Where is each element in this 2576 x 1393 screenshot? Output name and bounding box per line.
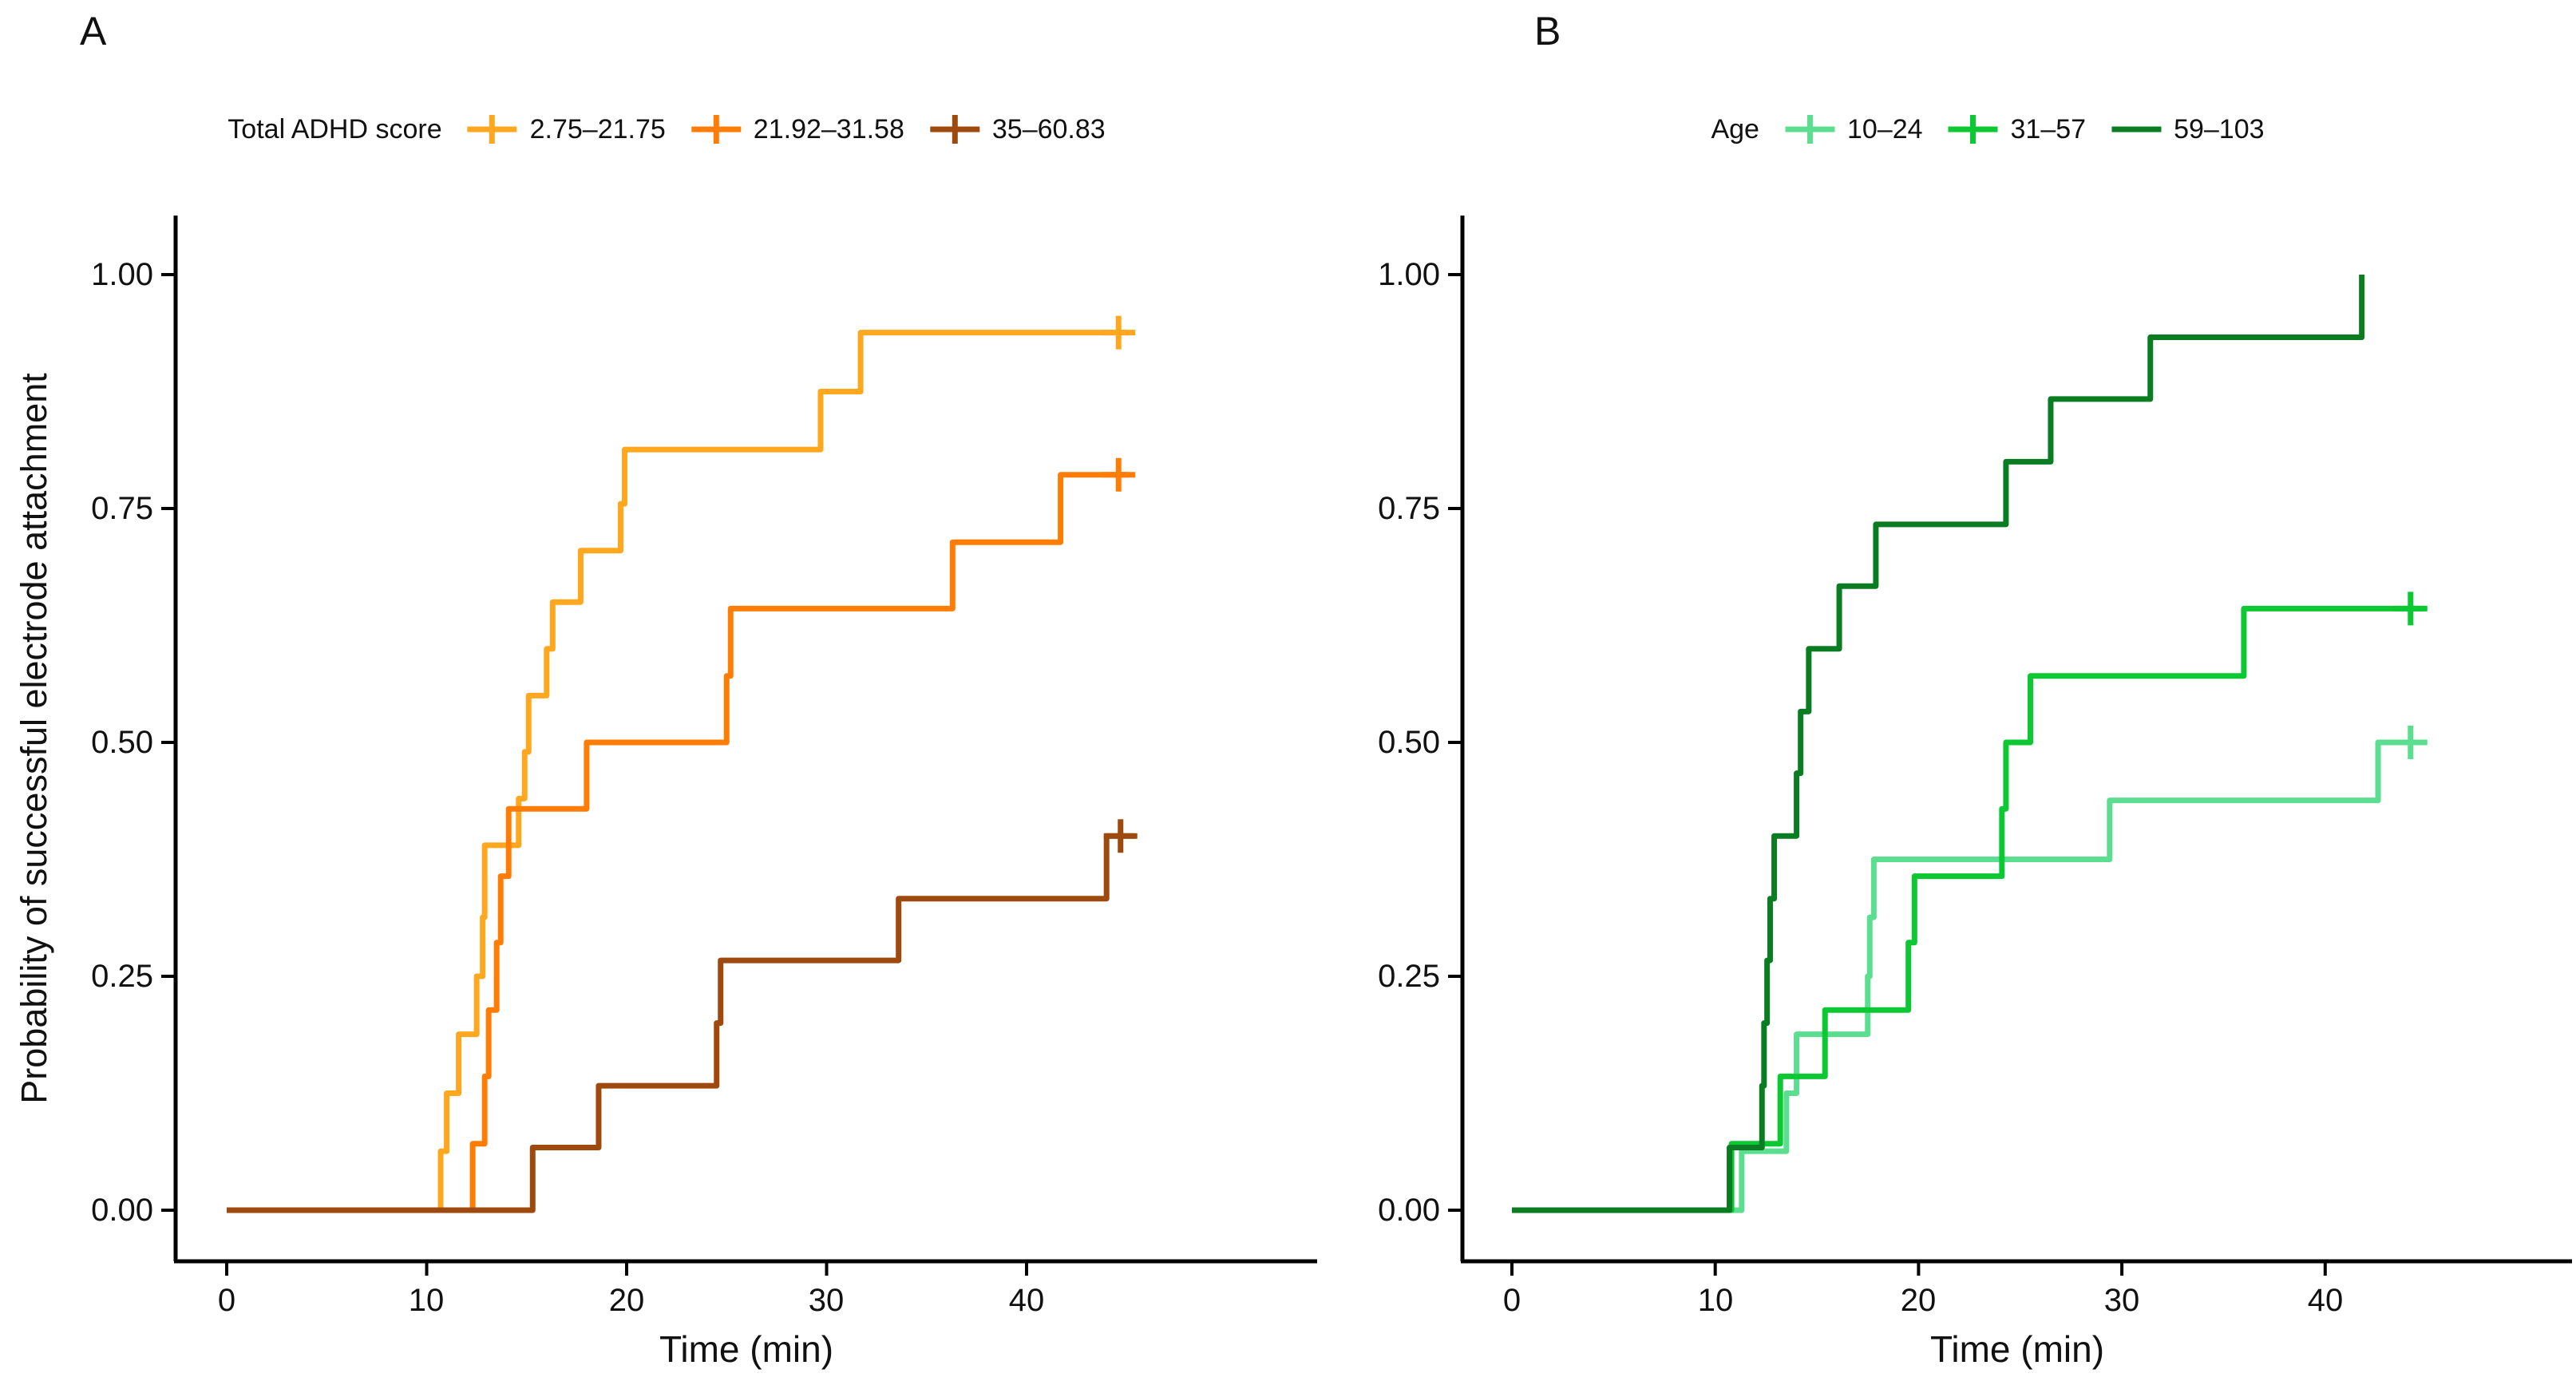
legend-key-cross-icon — [929, 115, 979, 144]
panel-label-b: B — [1534, 9, 1561, 53]
curve-b-series-0 — [1512, 739, 2425, 1213]
y-tick-label: 0.50 — [1378, 725, 1440, 760]
x-tick-label: 40 — [1008, 1283, 1045, 1318]
legend-key-cross-icon — [467, 115, 517, 144]
y-tick-label: 0.25 — [91, 959, 153, 994]
legend-label: 10–24 — [1846, 113, 1923, 144]
x-tick-label: 0 — [1502, 1283, 1521, 1318]
y-tick-label: 0.50 — [91, 725, 153, 760]
y-tick-label: 0.75 — [91, 491, 153, 526]
legend-title-a: Total ADHD score — [228, 113, 442, 144]
legend-item-age-young: 10–24 — [1783, 113, 1923, 145]
legend-label: 31–57 — [2010, 113, 2087, 144]
legend-label: 35–60.83 — [991, 113, 1106, 144]
x-tick-label: 30 — [808, 1283, 845, 1318]
legend-label: 2.75–21.75 — [529, 113, 666, 144]
legend-item-age-mid: 31–57 — [1947, 113, 2087, 145]
legend-item-adhd-mid: 21.92–31.58 — [690, 113, 904, 145]
curve-a-series-2 — [227, 833, 1135, 1213]
y-tick-label: 1.00 — [1378, 257, 1440, 292]
legend-title-b: Age — [1711, 113, 1759, 144]
legend-panel-b: Age 10–24 31–57 59–103 — [1711, 113, 2264, 145]
y-tick-label: 0.75 — [1378, 491, 1440, 526]
curve-a-series-1 — [227, 472, 1129, 1213]
legend-item-age-old: 59–103 — [2110, 113, 2265, 145]
y-tick-label: 0.00 — [1378, 1193, 1440, 1228]
x-axis-title-b: Time (min) — [1929, 1328, 2105, 1370]
curve-b-series-1 — [1512, 605, 2425, 1213]
y-tick-label: 0.00 — [91, 1193, 153, 1228]
x-tick-label: 10 — [408, 1283, 445, 1318]
legend-label: 59–103 — [2174, 113, 2265, 144]
curve-a-series-0 — [227, 330, 1129, 1213]
x-tick-label: 30 — [2103, 1283, 2140, 1318]
legend-key-cross-icon — [1948, 115, 1998, 144]
x-tick-label: 20 — [1900, 1283, 1937, 1318]
legend-item-adhd-high: 35–60.83 — [928, 113, 1106, 145]
curve-b-series-2 — [1512, 275, 2365, 1213]
x-tick-label: 10 — [1697, 1283, 1734, 1318]
legend-key-line-icon — [2111, 126, 2162, 133]
y-tick-label: 1.00 — [91, 257, 153, 292]
x-tick-label: 40 — [2307, 1283, 2344, 1318]
legend-key-cross-icon — [1784, 115, 1834, 144]
legend-label: 21.92–31.58 — [753, 113, 904, 144]
x-tick-label: 0 — [217, 1283, 236, 1318]
x-tick-label: 20 — [608, 1283, 645, 1318]
panel-label-a: A — [80, 9, 107, 53]
legend-key-cross-icon — [690, 115, 741, 144]
legend-item-adhd-low: 2.75–21.75 — [466, 113, 666, 145]
y-tick-label: 0.25 — [1378, 959, 1440, 994]
x-axis-title-a: Time (min) — [659, 1328, 834, 1370]
legend-panel-a: Total ADHD score 2.75–21.75 21.92–31.58 … — [228, 113, 1105, 145]
